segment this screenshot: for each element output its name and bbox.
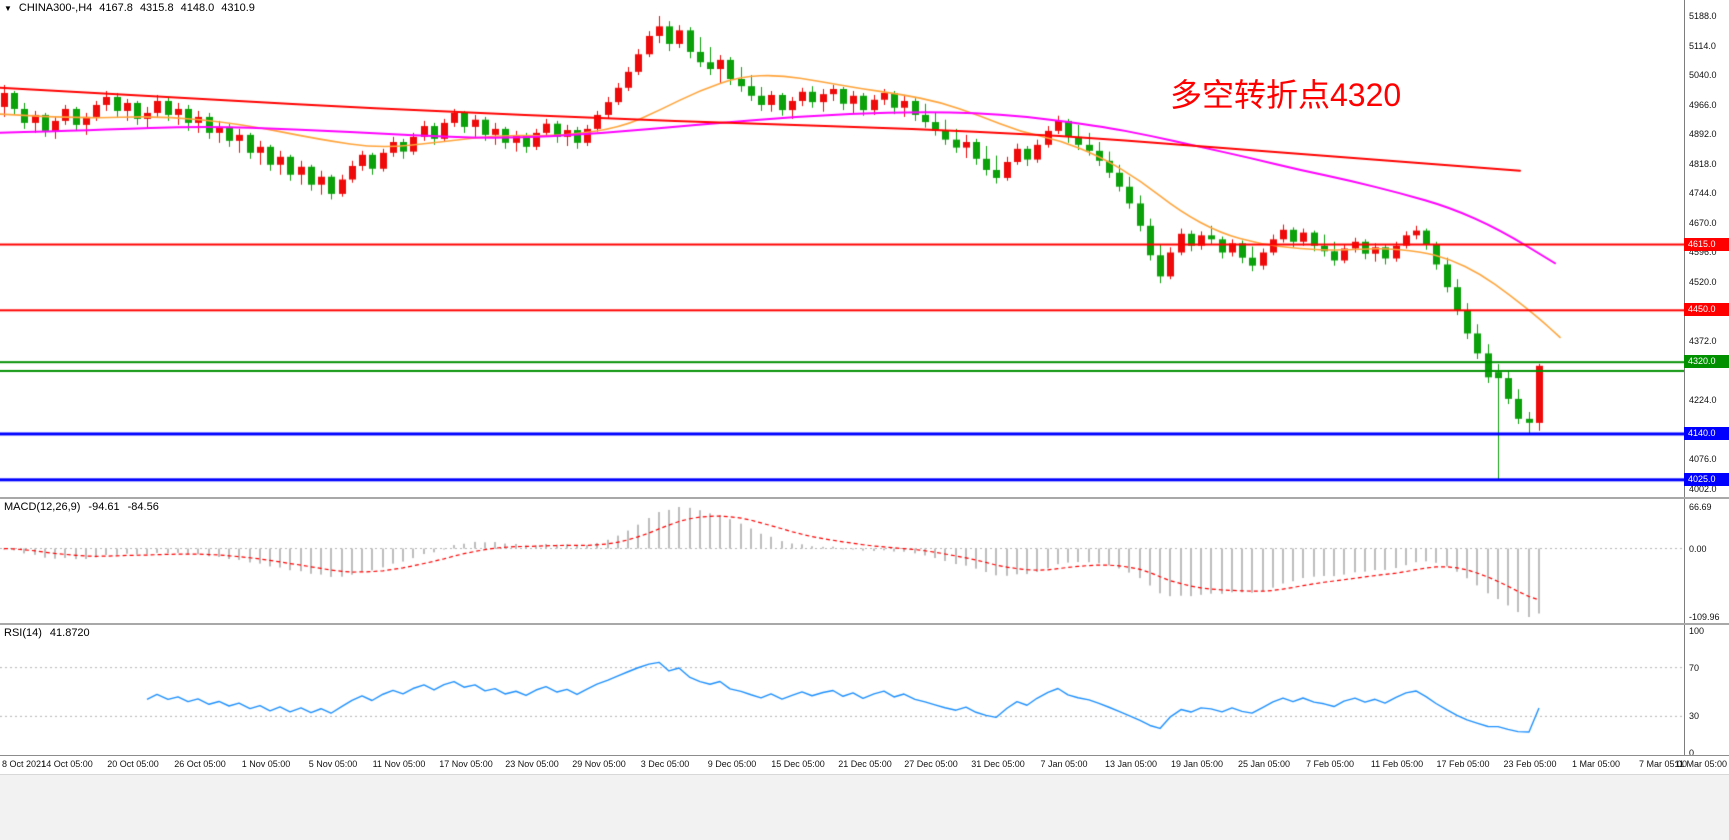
time-label: 7 Jan 05:00 <box>1040 759 1088 769</box>
open-value: 4167.8 <box>99 2 133 14</box>
macd-name: MACD(12,26,9) <box>4 501 81 513</box>
panel-splitter <box>0 755 1729 756</box>
axis-tick-label: 0 <box>1689 748 1695 758</box>
axis-tick-label: 5040.0 <box>1689 70 1717 80</box>
axis-tick-label: 4966.0 <box>1689 100 1717 110</box>
time-label: 3 Dec 05:00 <box>640 759 690 769</box>
axis-tick-label: -109.96 <box>1689 612 1720 622</box>
time-axis[interactable]: 8 Oct 2021 14 Oct 05:00 20 Oct 05:00 26 Oct… <box>0 756 1729 774</box>
macd-panel: 66.69 0.00 -109.96 MACD(12,26,9) -94.61 -8… <box>0 499 1729 623</box>
axis-tick-label: 4596.0 <box>1689 247 1717 257</box>
rsi-axis[interactable]: 100 70 30 0 <box>1684 625 1729 758</box>
macd-label: MACD(12,26,9) -94.61 -84.56 <box>4 501 159 513</box>
time-label: 20 Oct 05:00 <box>107 759 159 769</box>
time-label: 23 Feb 05:00 <box>1503 759 1557 769</box>
collapse-triangle-icon[interactable]: ▼ <box>4 3 12 13</box>
time-label: 7 Feb 05:00 <box>1305 759 1355 769</box>
time-label: 11 Nov 05:00 <box>372 759 426 769</box>
time-label: 27 Dec 05:00 <box>904 759 958 769</box>
rsi-label: RSI(14) 41.8720 <box>4 627 90 639</box>
price-badge: 4140.0 <box>1684 427 1729 440</box>
time-label: 7 Mar 05:00 <box>1638 759 1688 769</box>
price-badge: 4615.0 <box>1684 238 1729 251</box>
time-label: 1 Mar 05:00 <box>1571 759 1621 769</box>
axis-tick-label: 4744.0 <box>1689 188 1717 198</box>
axis-tick-label: 4520.0 <box>1689 277 1717 287</box>
rsi-value: 41.8720 <box>49 627 90 639</box>
time-label: 23 Nov 05:00 <box>505 759 559 769</box>
price-badge: 4450.0 <box>1684 303 1729 316</box>
rsi-name: RSI(14) <box>4 627 42 639</box>
axis-tick-label: 4670.0 <box>1689 218 1717 228</box>
time-label: 13 Jan 05:00 <box>1104 759 1158 769</box>
time-label: 29 Nov 05:00 <box>572 759 626 769</box>
axis-tick-label: 70 <box>1689 663 1700 673</box>
time-label: 21 Dec 05:00 <box>838 759 892 769</box>
time-label: 11 Mar 05:00 <box>1674 759 1727 769</box>
time-label: 14 Oct 05:00 <box>41 759 93 769</box>
time-label: 8 Oct 2021 <box>2 759 47 769</box>
macd-main-value: -94.61 <box>88 501 120 513</box>
axis-tick-label: 4224.0 <box>1689 395 1717 405</box>
macd-canvas[interactable] <box>0 499 1684 623</box>
time-label: 17 Feb 05:00 <box>1436 759 1490 769</box>
low-value: 4148.0 <box>180 2 215 14</box>
panel-splitter[interactable] <box>0 623 1729 625</box>
annotation-text: 多空转折点4320 <box>1170 77 1402 113</box>
axis-tick-label: 30 <box>1689 711 1700 721</box>
time-label: 5 Nov 05:00 <box>308 759 358 769</box>
panel-splitter[interactable] <box>0 497 1729 499</box>
time-label: 15 Dec 05:00 <box>771 759 825 769</box>
time-label: 19 Jan 05:00 <box>1170 759 1224 769</box>
axis-tick-label: 4892.0 <box>1689 129 1717 139</box>
time-label: 17 Nov 05:00 <box>439 759 493 769</box>
price-badge: 4025.0 <box>1684 473 1729 486</box>
macd-signal-value: -84.56 <box>127 501 159 513</box>
axis-tick-label: 4002.0 <box>1689 484 1717 494</box>
time-label: 9 Dec 05:00 <box>707 759 757 769</box>
symbol-info-bar: ▼ CHINA300-,H4 4167.8 4315.8 4148.0 4310… <box>4 2 255 14</box>
time-label: 26 Oct 05:00 <box>174 759 226 769</box>
axis-tick-label: 100 <box>1689 626 1705 636</box>
macd-axis[interactable]: 66.69 0.00 -109.96 <box>1684 499 1729 623</box>
rsi-canvas[interactable] <box>0 625 1684 755</box>
rsi-panel: 100 70 30 0 RSI(14) 41.8720 <box>0 625 1729 758</box>
axis-tick-label: 5114.0 <box>1689 41 1716 51</box>
time-label: 1 Nov 05:00 <box>241 759 291 769</box>
close-value: 4310.9 <box>221 2 255 14</box>
window-bottom-area <box>0 774 1729 840</box>
time-label: 31 Dec 05:00 <box>971 759 1025 769</box>
price-badge: 4320.0 <box>1684 355 1729 368</box>
axis-tick-label: 4372.0 <box>1689 336 1717 346</box>
axis-tick-label: 5188.0 <box>1689 11 1717 21</box>
axis-tick-label: 0.00 <box>1689 544 1707 554</box>
axis-tick-label: 4818.0 <box>1689 159 1717 169</box>
price-chart-canvas[interactable] <box>0 0 1684 497</box>
high-value: 4315.8 <box>139 2 174 14</box>
time-label: 11 Feb 05:00 <box>1370 759 1424 769</box>
symbol-name: CHINA300-,H4 <box>18 2 93 14</box>
axis-tick-label: 66.69 <box>1689 502 1712 512</box>
axis-tick-label: 4076.0 <box>1689 454 1717 464</box>
price-chart-panel: 5188.0 5114.0 5040.0 4966.0 4892.0 4818.0 4744… <box>0 0 1729 497</box>
time-label: 25 Jan 05:00 <box>1237 759 1291 769</box>
